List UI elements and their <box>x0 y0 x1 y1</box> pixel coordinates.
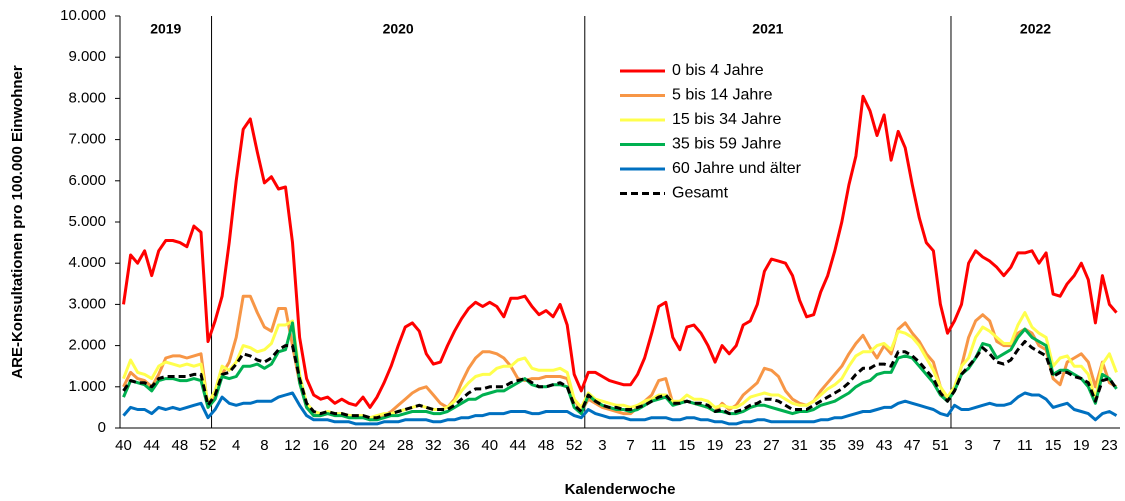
x-tick-label: 39 <box>848 437 865 454</box>
x-tick-label: 52 <box>200 437 217 454</box>
y-tick-label: 1.000 <box>68 378 106 395</box>
x-tick-label: 35 <box>819 437 836 454</box>
y-tick-label: 6.000 <box>68 172 106 189</box>
x-tick-label: 44 <box>143 437 160 454</box>
year-label: 2019 <box>150 21 181 37</box>
x-tick-label: 15 <box>1045 437 1062 454</box>
x-tick-label: 40 <box>115 437 132 454</box>
x-tick-label: 36 <box>453 437 470 454</box>
series-line <box>122 311 1118 420</box>
x-tick-label: 24 <box>369 437 386 454</box>
x-tick-label: 32 <box>425 437 442 454</box>
y-tick-label: 0 <box>98 419 106 436</box>
y-tick-label: 10.000 <box>60 7 106 24</box>
series-line <box>122 94 1118 409</box>
x-tick-label: 20 <box>341 437 358 454</box>
x-tick-label: 40 <box>481 437 498 454</box>
x-tick-label: 31 <box>791 437 808 454</box>
year-label: 2021 <box>752 21 783 37</box>
y-tick-label: 8.000 <box>68 89 106 106</box>
x-tick-label: 52 <box>566 437 583 454</box>
x-tick-label: 7 <box>626 437 634 454</box>
x-tick-label: 43 <box>876 437 893 454</box>
series-line <box>122 391 1118 426</box>
x-tick-label: 47 <box>904 437 921 454</box>
x-axis-label: Kalenderwoche <box>565 481 676 498</box>
legend-label: 0 bis 4 Jahre <box>672 62 764 79</box>
x-tick-label: 27 <box>763 437 780 454</box>
legend-label: 60 Jahre und älter <box>672 160 802 177</box>
x-tick-label: 4 <box>232 437 240 454</box>
y-tick-label: 3.000 <box>68 295 106 312</box>
y-axis-label: ARE-Konsultationen pro 100.000 Einwohner <box>9 65 26 379</box>
series-line <box>122 340 1118 420</box>
x-tick-label: 23 <box>1101 437 1118 454</box>
x-tick-label: 16 <box>312 437 329 454</box>
x-tick-label: 23 <box>735 437 752 454</box>
x-tick-label: 51 <box>932 437 949 454</box>
x-tick-label: 44 <box>510 437 527 454</box>
x-tick-label: 12 <box>284 437 301 454</box>
y-tick-label: 7.000 <box>68 131 106 148</box>
x-tick-label: 3 <box>598 437 606 454</box>
year-label: 2022 <box>1020 21 1051 37</box>
y-tick-label: 9.000 <box>68 48 106 65</box>
y-tick-label: 5.000 <box>68 213 106 230</box>
y-tick-label: 4.000 <box>68 254 106 271</box>
legend-label: 15 bis 34 Jahre <box>672 111 782 128</box>
x-tick-label: 15 <box>679 437 696 454</box>
x-tick-label: 7 <box>993 437 1001 454</box>
x-tick-label: 3 <box>964 437 972 454</box>
x-tick-label: 19 <box>1073 437 1090 454</box>
x-tick-label: 19 <box>707 437 724 454</box>
x-tick-label: 11 <box>1017 437 1033 454</box>
x-tick-label: 11 <box>651 437 667 454</box>
x-tick-label: 48 <box>538 437 555 454</box>
legend-label: 35 bis 59 Jahre <box>672 136 782 153</box>
x-tick-label: 8 <box>260 437 268 454</box>
legend-label: Gesamt <box>672 185 729 202</box>
y-tick-label: 2.000 <box>68 337 106 354</box>
x-tick-label: 48 <box>172 437 189 454</box>
legend-label: 5 bis 14 Jahre <box>672 87 773 104</box>
x-tick-label: 28 <box>397 437 414 454</box>
year-label: 2020 <box>383 21 414 37</box>
